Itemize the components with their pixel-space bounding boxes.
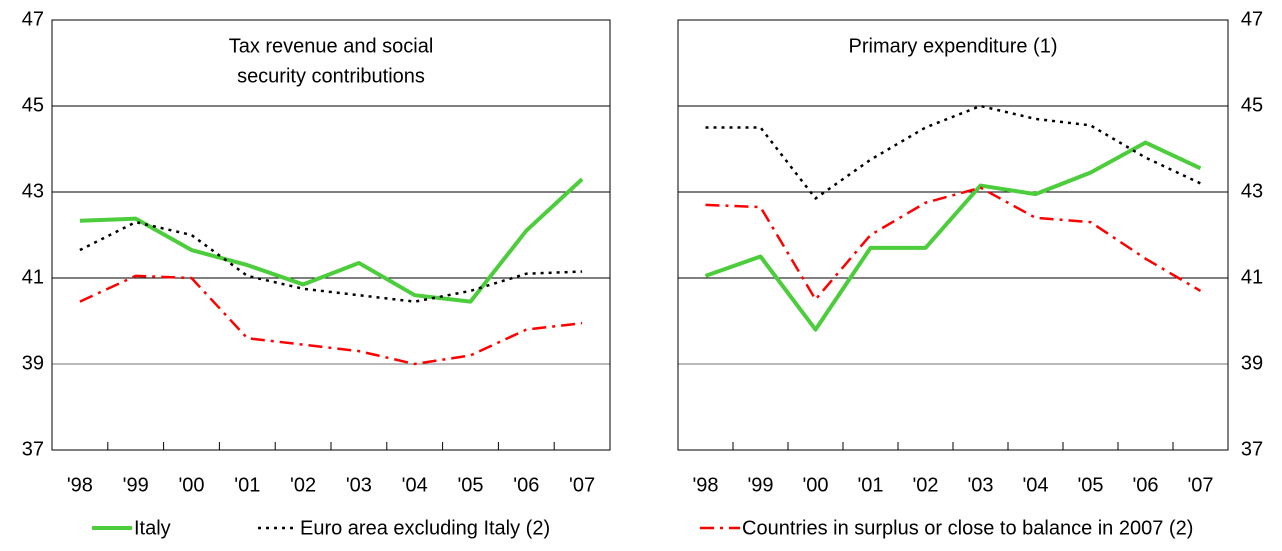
x-tick-label: '01 bbox=[857, 474, 883, 496]
x-tick-label: '00 bbox=[178, 474, 204, 496]
y-tick-label: 37 bbox=[22, 438, 44, 460]
x-tick-label: '03 bbox=[346, 474, 372, 496]
x-tick-label: '05 bbox=[457, 474, 483, 496]
x-tick-label: '02 bbox=[290, 474, 316, 496]
series-line bbox=[79, 177, 584, 304]
series-line bbox=[705, 104, 1202, 200]
y-tick-label: 45 bbox=[22, 94, 44, 116]
x-tick-label: '06 bbox=[513, 474, 539, 496]
y-tick-label: 43 bbox=[22, 180, 44, 202]
y-tick-label: 37 bbox=[1241, 438, 1263, 460]
x-tick-label: '07 bbox=[1187, 474, 1213, 496]
x-tick-label: '02 bbox=[912, 474, 938, 496]
y-tick-label: 47 bbox=[1241, 8, 1263, 30]
series-line bbox=[79, 274, 583, 366]
x-tick-label: '04 bbox=[1022, 474, 1048, 496]
x-tick-label: '06 bbox=[1132, 474, 1158, 496]
chart-title: security contributions bbox=[237, 65, 425, 87]
x-tick-label: '98 bbox=[692, 474, 718, 496]
series-line bbox=[704, 140, 1202, 332]
y-tick-label: 47 bbox=[22, 8, 44, 30]
y-tick-label: 41 bbox=[1241, 266, 1263, 288]
legend-label: Countries in surplus or close to balance… bbox=[742, 517, 1193, 539]
chart-title: Tax revenue and social bbox=[229, 35, 434, 57]
y-tick-label: 39 bbox=[22, 352, 44, 374]
x-tick-label: '99 bbox=[123, 474, 149, 496]
x-tick-label: '98 bbox=[67, 474, 93, 496]
y-tick-label: 43 bbox=[1241, 180, 1263, 202]
x-tick-label: '07 bbox=[569, 474, 595, 496]
x-tick-label: '04 bbox=[402, 474, 428, 496]
x-tick-label: '05 bbox=[1077, 474, 1103, 496]
x-tick-label: '01 bbox=[234, 474, 260, 496]
x-tick-label: '03 bbox=[967, 474, 993, 496]
series-line bbox=[705, 186, 1202, 301]
y-tick-label: 39 bbox=[1241, 352, 1263, 374]
legend-label: Italy bbox=[134, 517, 171, 539]
x-tick-label: '99 bbox=[747, 474, 773, 496]
y-tick-label: 41 bbox=[22, 266, 44, 288]
chart-title: Primary expenditure (1) bbox=[849, 35, 1058, 57]
x-tick-label: '00 bbox=[802, 474, 828, 496]
plot-frame bbox=[677, 19, 1229, 451]
legend-label: Euro area excluding Italy (2) bbox=[300, 517, 550, 539]
series-line bbox=[79, 220, 583, 303]
y-tick-label: 45 bbox=[1241, 94, 1263, 116]
